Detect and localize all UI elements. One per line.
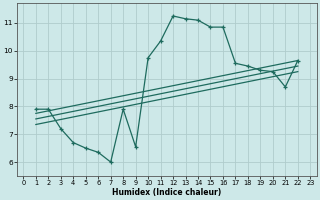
X-axis label: Humidex (Indice chaleur): Humidex (Indice chaleur)	[112, 188, 221, 197]
